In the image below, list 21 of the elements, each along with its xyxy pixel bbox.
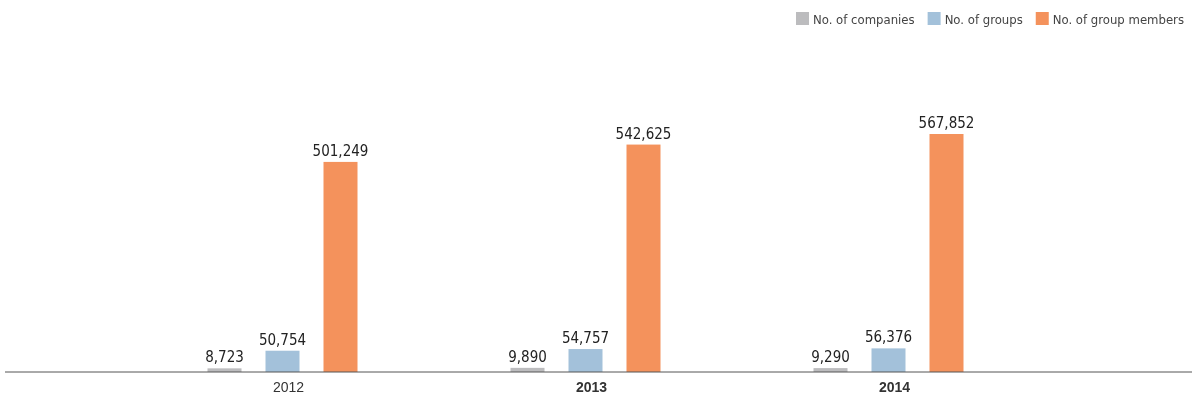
x-tick-label: 2012 xyxy=(272,378,305,395)
data-label: 567,852 xyxy=(918,114,975,132)
data-label: 50,754 xyxy=(258,330,307,349)
x-tick-label: 2013 xyxy=(575,378,608,395)
bar xyxy=(626,144,661,372)
data-label: 9,890 xyxy=(508,347,547,366)
bar xyxy=(323,161,358,372)
data-label: 501,249 xyxy=(312,141,369,160)
legend-label: No. of groups xyxy=(944,12,1023,27)
data-label: 542,625 xyxy=(615,124,672,143)
legend-label: No. of group members xyxy=(1052,12,1184,27)
legend-label: No. of companies xyxy=(813,12,915,27)
bar xyxy=(265,350,300,372)
data-label: 9,290 xyxy=(811,348,850,367)
data-label: 56,376 xyxy=(864,328,913,347)
bar xyxy=(871,348,906,372)
x-tick-label: 2014 xyxy=(878,378,911,395)
bar xyxy=(568,349,603,372)
bar xyxy=(929,134,964,372)
data-label: 8,723 xyxy=(205,348,244,367)
data-label: 54,757 xyxy=(561,329,610,348)
